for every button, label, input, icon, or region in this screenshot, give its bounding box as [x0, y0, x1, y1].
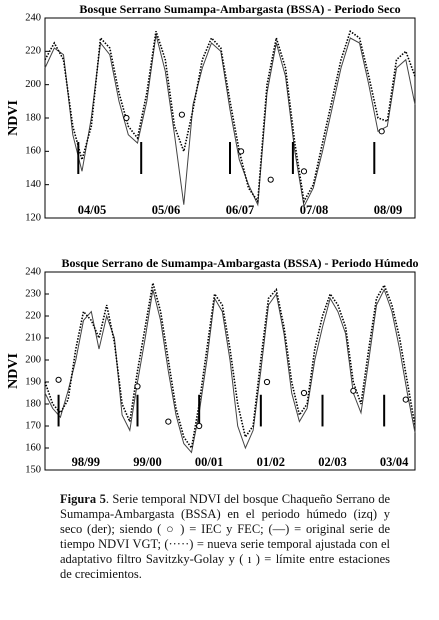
- y-axis-label: NDVI: [6, 100, 21, 136]
- iec-fec-marker: [378, 128, 385, 135]
- y-tick-label: 220: [25, 46, 41, 57]
- y-tick-label: 210: [25, 332, 41, 343]
- y-tick-label: 220: [25, 310, 41, 321]
- y-tick-label: 170: [25, 420, 41, 431]
- y-tick-label: 180: [25, 112, 41, 123]
- ndvi-line: [44, 282, 416, 451]
- y-tick-label: 230: [25, 288, 41, 299]
- season-label: 02/03: [318, 455, 346, 469]
- season-label: 03/04: [380, 455, 409, 469]
- figure: Bosque Serrano Sumampa-Ambargasta (BSSA)…: [6, 2, 418, 476]
- y-tick-label: 190: [25, 376, 41, 387]
- season-label: 07/08: [300, 203, 328, 217]
- iec-fec-marker: [350, 387, 357, 394]
- y-tick-label: 200: [25, 79, 41, 90]
- y-tick-label: 160: [25, 146, 41, 157]
- season-label: 98/99: [72, 455, 100, 469]
- caption: Figura 5. Serie temporal NDVI del bosque…: [60, 492, 390, 582]
- y-tick-label: 140: [25, 179, 41, 190]
- season-label: 08/09: [374, 203, 402, 217]
- iec-fec-marker: [55, 376, 62, 383]
- iec-fec-marker: [178, 111, 185, 118]
- season-label: 04/05: [78, 203, 106, 217]
- plot-frame: [44, 17, 416, 219]
- iec-fec-marker: [238, 148, 245, 155]
- iec-fec-marker: [165, 418, 172, 425]
- iec-fec-marker: [402, 396, 409, 403]
- plot-frame: [44, 271, 416, 471]
- y-tick-label: 240: [25, 12, 41, 23]
- ndvi-line: [44, 30, 416, 204]
- iec-fec-marker: [300, 389, 308, 397]
- season-label: 05/06: [152, 203, 180, 217]
- season-label: 99/00: [133, 455, 161, 469]
- caption-text: . Serie temporal NDVI del bosque Chaqueñ…: [60, 492, 390, 581]
- iec-fec-marker: [196, 422, 203, 430]
- ndvi-line: [44, 34, 416, 208]
- ndvi-line: [44, 288, 416, 454]
- iec-fec-marker: [300, 168, 308, 175]
- y-tick-label: 160: [25, 442, 41, 453]
- y-tick-label: 240: [25, 266, 41, 277]
- y-tick-label: 180: [25, 398, 41, 409]
- iec-fec-marker: [123, 114, 130, 122]
- caption-label: Figura 5: [60, 492, 106, 506]
- chart-title: Bosque Serrano de Sumampa-Ambargasta (BS…: [61, 256, 418, 270]
- season-label: 00/01: [195, 455, 223, 469]
- season-label: 01/02: [257, 455, 285, 469]
- iec-fec-marker: [263, 378, 271, 386]
- iec-fec-marker: [134, 383, 141, 390]
- y-tick-label: 200: [25, 354, 41, 365]
- iec-fec-marker: [267, 176, 274, 183]
- y-tick-label: 150: [25, 464, 41, 475]
- chart-title: Bosque Serrano Sumampa-Ambargasta (BSSA)…: [79, 2, 400, 16]
- y-axis-label: NDVI: [6, 353, 21, 389]
- y-tick-label: 120: [25, 212, 41, 223]
- season-label: 06/07: [226, 203, 254, 217]
